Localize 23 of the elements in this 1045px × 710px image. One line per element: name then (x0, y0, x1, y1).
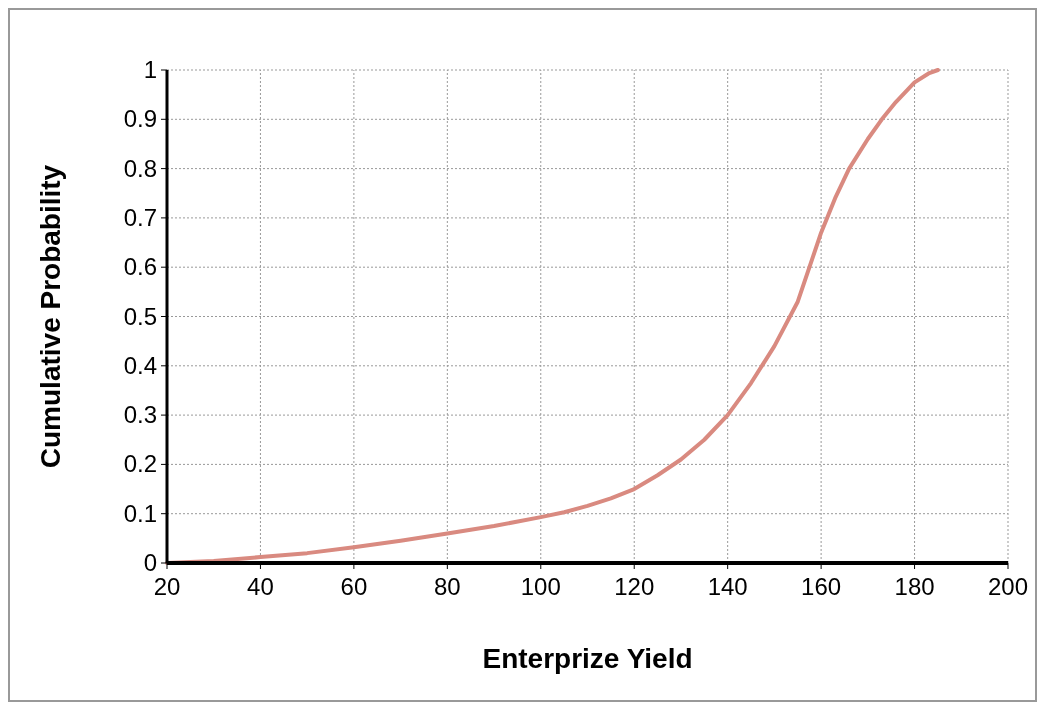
y-tick-label: 0.9 (123, 105, 157, 133)
x-tick-label: 120 (614, 573, 655, 600)
x-tick-label: 20 (153, 573, 181, 600)
x-tick-label: 200 (987, 573, 1029, 600)
x-tick-label: 80 (433, 573, 461, 600)
x-axis-title: Enterprize Yield (482, 643, 693, 674)
x-tick-label: 60 (340, 573, 368, 600)
y-tick-label: 0.4 (123, 351, 157, 379)
x-tick-label: 180 (894, 573, 935, 600)
x-tick-label: 160 (801, 573, 842, 600)
y-tick-label: 0.7 (123, 203, 157, 231)
x-tick-label: 140 (707, 573, 748, 600)
x-tick-label: 100 (520, 573, 561, 600)
x-tick-label: 40 (247, 573, 274, 600)
y-tick-label: 0.3 (123, 401, 157, 429)
y-tick-label: 0 (143, 549, 157, 576)
y-tick-label: 0.5 (123, 302, 157, 330)
y-tick-label: 0.8 (123, 154, 157, 182)
y-tick-label: 0.1 (123, 499, 157, 527)
y-axis-title: Cumulative Probability (35, 164, 66, 469)
y-tick-label: 0.2 (123, 450, 157, 478)
y-tick-label: 1 (143, 56, 157, 83)
y-tick-label: 0.6 (123, 253, 157, 281)
